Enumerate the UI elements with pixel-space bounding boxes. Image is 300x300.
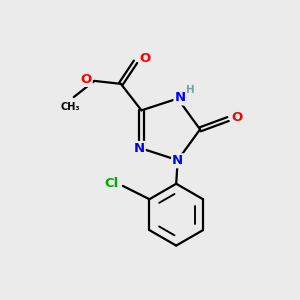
Text: N: N [172, 154, 183, 167]
Text: Cl: Cl [105, 177, 119, 190]
Text: CH₃: CH₃ [61, 101, 81, 112]
Text: O: O [140, 52, 151, 65]
Text: O: O [80, 73, 92, 86]
Text: O: O [232, 111, 243, 124]
Text: H: H [186, 85, 194, 95]
Text: N: N [175, 92, 186, 104]
Text: N: N [134, 142, 145, 155]
